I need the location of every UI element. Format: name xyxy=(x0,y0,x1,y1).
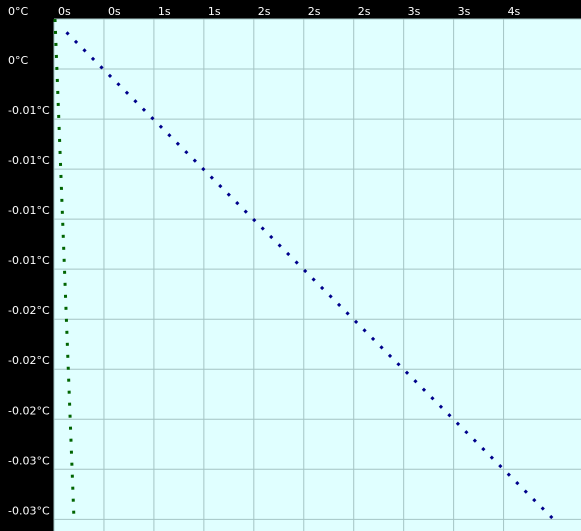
y-tick-label: -0.02°C xyxy=(8,354,50,367)
x-tick-label: 2s xyxy=(308,5,321,18)
x-tick-label: 2s xyxy=(258,5,271,18)
y-tick-label: -0.01°C xyxy=(8,254,50,267)
x-tick-label: 1s xyxy=(208,5,221,18)
x-tick-label: 1s xyxy=(158,5,171,18)
x-tick-label: 0s xyxy=(58,5,71,18)
y-tick-label: -0.02°C xyxy=(8,404,50,417)
y-tick-label: -0.01°C xyxy=(8,154,50,167)
y-tick-label: -0.01°C xyxy=(8,204,50,217)
x-tick-label: 3s xyxy=(458,5,471,18)
y-tick-label: 0°C xyxy=(8,54,28,67)
x-tick-label: 4s xyxy=(508,5,521,18)
x-tick-label: 2s xyxy=(358,5,371,18)
x-tick-label: 3s xyxy=(408,5,421,18)
y-tick-label: 0°C xyxy=(8,5,28,18)
y-tick-label: -0.02°C xyxy=(8,304,50,317)
y-tick-label: -0.03°C xyxy=(8,504,50,517)
y-tick-label: -0.01°C xyxy=(8,104,50,117)
plot-area xyxy=(54,19,581,531)
x-tick-label: 0s xyxy=(108,5,121,18)
y-tick-label: -0.03°C xyxy=(8,454,50,467)
